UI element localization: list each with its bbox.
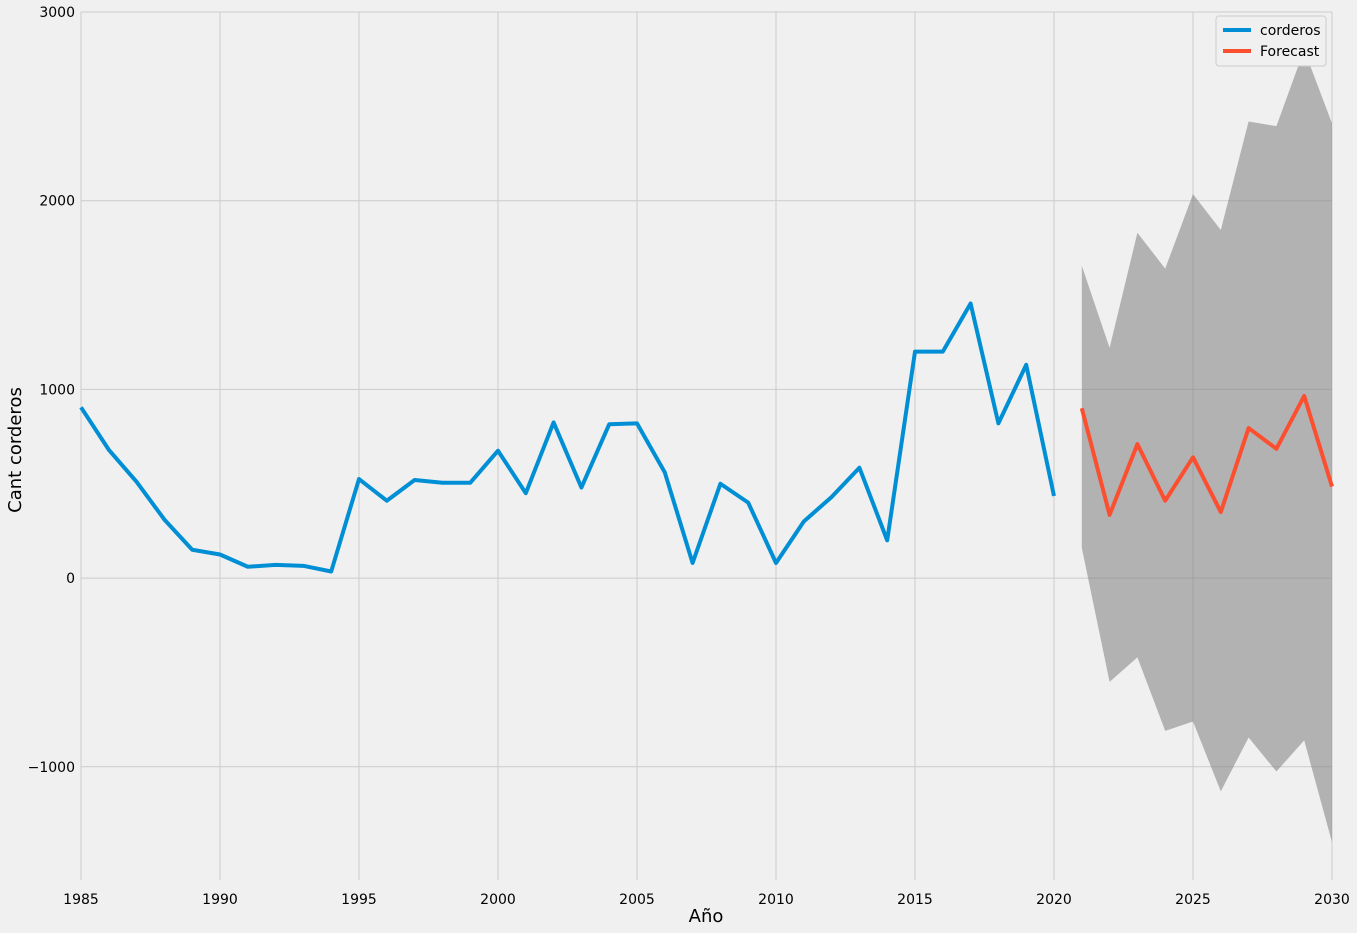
x-tick-label: 2020	[1036, 892, 1072, 908]
x-tick-label: 2025	[1175, 892, 1211, 908]
x-tick-label: 2015	[897, 892, 933, 908]
x-tick-label: 1990	[202, 892, 238, 908]
y-tick-label: 3000	[39, 5, 75, 21]
y-tick-labels: −1000 0 1000 2000 3000	[28, 5, 75, 776]
legend: corderos Forecast	[1215, 15, 1327, 67]
x-tick-label: 2010	[758, 892, 794, 908]
y-tick-label: −1000	[28, 760, 75, 776]
x-tick-label: 2000	[480, 892, 516, 908]
x-axis-label: Año	[689, 906, 724, 927]
x-tick-label: 2005	[619, 892, 655, 908]
confidence-band-group	[1081, 49, 1332, 843]
y-tick-label: 0	[66, 571, 75, 587]
confidence-band	[1081, 49, 1332, 843]
legend-label-forecast: Forecast	[1260, 44, 1320, 60]
y-tick-label: 1000	[39, 382, 75, 398]
series-line-corderos	[79, 301, 1056, 574]
x-tick-label: 1995	[341, 892, 377, 908]
y-tick-label: 2000	[39, 194, 75, 210]
x-tick-label: 1985	[63, 892, 99, 908]
series-lines-group	[79, 301, 1334, 574]
series-line-forecast	[1079, 393, 1334, 517]
legend-label-corderos: corderos	[1260, 23, 1321, 39]
x-tick-labels: 1985 1990 1995 2000 2005 2010 2015 2020 2025 2030	[63, 892, 1350, 908]
y-axis-label: Cant corderos	[5, 387, 26, 513]
x-tick-label: 2030	[1314, 892, 1350, 908]
